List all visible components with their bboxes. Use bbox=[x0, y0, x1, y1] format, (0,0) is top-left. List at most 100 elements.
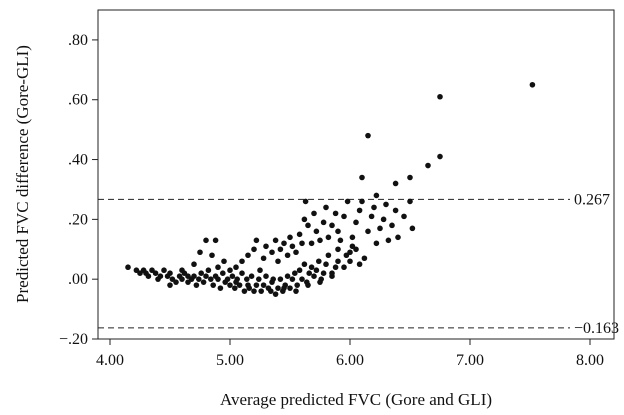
data-point bbox=[191, 261, 197, 268]
data-point bbox=[161, 267, 167, 274]
data-point bbox=[385, 237, 392, 244]
data-point bbox=[392, 180, 399, 187]
y-axis: −.20 .00 .20 .40 .60 .80 bbox=[59, 32, 98, 348]
data-point bbox=[241, 288, 248, 294]
data-point bbox=[305, 222, 311, 229]
data-point bbox=[203, 273, 209, 279]
data-point bbox=[332, 264, 339, 271]
data-point bbox=[316, 258, 322, 265]
data-point bbox=[275, 285, 281, 291]
x-tick-label: 5.00 bbox=[216, 352, 244, 369]
data-point bbox=[320, 270, 327, 277]
data-point bbox=[221, 258, 227, 265]
data-point bbox=[383, 201, 389, 208]
data-point bbox=[251, 288, 257, 294]
data-point bbox=[299, 276, 305, 282]
data-point bbox=[167, 282, 173, 288]
data-point bbox=[380, 216, 387, 223]
data-point bbox=[301, 261, 308, 268]
y-tick-label: .80 bbox=[68, 32, 88, 49]
data-point bbox=[284, 252, 291, 259]
data-point bbox=[251, 246, 257, 253]
data-point bbox=[377, 225, 383, 232]
data-point bbox=[325, 252, 332, 259]
data-points bbox=[125, 81, 536, 297]
data-point bbox=[268, 288, 274, 294]
data-point bbox=[344, 198, 351, 205]
data-point bbox=[329, 222, 335, 229]
data-point bbox=[232, 285, 238, 291]
data-point bbox=[248, 273, 255, 279]
data-point bbox=[409, 225, 416, 232]
data-point bbox=[145, 273, 152, 279]
data-point bbox=[401, 213, 407, 220]
data-point bbox=[332, 210, 339, 217]
data-point bbox=[299, 240, 305, 247]
data-point bbox=[294, 282, 301, 288]
data-point bbox=[306, 270, 313, 277]
data-point bbox=[227, 267, 233, 274]
y-axis-title: Predicted FVC difference (Gore-GLI) bbox=[13, 45, 32, 303]
data-point bbox=[289, 243, 296, 250]
data-point bbox=[275, 258, 281, 265]
x-axis-title: Average predicted FVC (Gore and GLI) bbox=[220, 390, 492, 409]
data-point bbox=[233, 264, 239, 271]
data-point bbox=[368, 213, 375, 220]
data-point bbox=[308, 264, 315, 271]
data-point bbox=[208, 276, 214, 282]
data-point bbox=[323, 204, 329, 211]
data-point bbox=[313, 228, 320, 235]
data-point bbox=[284, 273, 291, 279]
data-point bbox=[373, 240, 380, 247]
data-point bbox=[317, 279, 323, 285]
x-tick-label: 6.00 bbox=[336, 352, 364, 369]
data-point bbox=[389, 222, 395, 229]
data-point bbox=[289, 276, 296, 282]
data-point bbox=[287, 285, 293, 291]
data-point bbox=[239, 270, 245, 277]
data-point bbox=[245, 282, 251, 288]
data-point bbox=[152, 270, 159, 277]
data-point bbox=[296, 267, 303, 274]
data-point bbox=[220, 270, 226, 277]
x-axis: 4.00 5.00 6.00 7.00 8.00 bbox=[96, 339, 604, 369]
data-point bbox=[329, 270, 335, 277]
data-point bbox=[197, 249, 203, 256]
data-point bbox=[349, 243, 356, 250]
data-point bbox=[311, 273, 317, 279]
data-point bbox=[193, 282, 200, 288]
data-point bbox=[255, 276, 262, 282]
reference-lines: 0.267 −0.163 bbox=[98, 191, 619, 337]
x-tick-label: 4.00 bbox=[96, 352, 124, 369]
data-point bbox=[277, 276, 284, 282]
data-point bbox=[311, 210, 317, 217]
data-point bbox=[269, 249, 275, 256]
data-point bbox=[292, 270, 298, 277]
data-point bbox=[296, 231, 303, 238]
data-point bbox=[281, 285, 287, 291]
data-point bbox=[277, 246, 284, 253]
data-point bbox=[198, 270, 204, 277]
data-point bbox=[529, 81, 536, 88]
data-point bbox=[185, 273, 191, 279]
data-point bbox=[245, 252, 251, 259]
data-point bbox=[260, 282, 267, 288]
data-point bbox=[215, 264, 221, 271]
reference-line-label: 0.267 bbox=[574, 191, 610, 208]
data-point bbox=[317, 237, 323, 244]
data-point bbox=[215, 276, 221, 282]
data-point bbox=[287, 234, 293, 241]
data-point bbox=[361, 255, 368, 262]
data-point bbox=[341, 264, 347, 271]
data-point bbox=[335, 228, 341, 235]
data-point bbox=[437, 93, 443, 100]
data-point bbox=[227, 282, 233, 288]
data-point bbox=[359, 174, 365, 181]
data-point bbox=[308, 240, 315, 247]
y-tick-label: −.20 bbox=[59, 331, 88, 348]
data-point bbox=[373, 192, 380, 199]
data-point bbox=[157, 273, 164, 279]
data-point bbox=[224, 276, 231, 282]
